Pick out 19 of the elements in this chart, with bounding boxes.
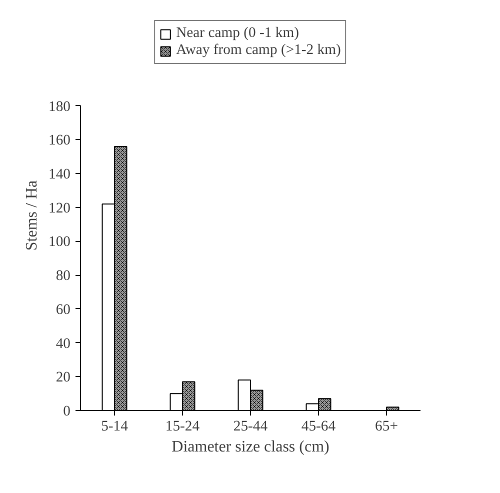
y-tick-label: 160 [48,132,70,149]
y-tick-label: 120 [48,200,70,216]
y-axis-title: Stems / Ha [24,180,41,251]
x-tick-label: 15-24 [165,418,200,434]
y-tick-label: 80 [56,268,70,284]
x-tick-label: 25-44 [233,418,268,434]
x-axis-title: Diameter size class (cm) [172,438,330,456]
x-tick-label: 65+ [375,418,398,434]
y-tick-label: 40 [56,336,70,352]
legend-label: Near camp (0 -1 km) [176,25,299,42]
y-tick-label: 100 [48,234,70,250]
y-tick-label: 20 [56,370,70,386]
y-tick-label: 0 [63,404,70,420]
legend-label: Away from camp (>1-2 km) [176,42,341,59]
x-tick-label: 45-64 [301,418,336,434]
y-tick-label: 180 [48,98,70,115]
y-tick-label: 60 [56,302,70,318]
y-tick-label: 140 [48,166,70,183]
x-tick-label: 5-14 [101,418,129,434]
